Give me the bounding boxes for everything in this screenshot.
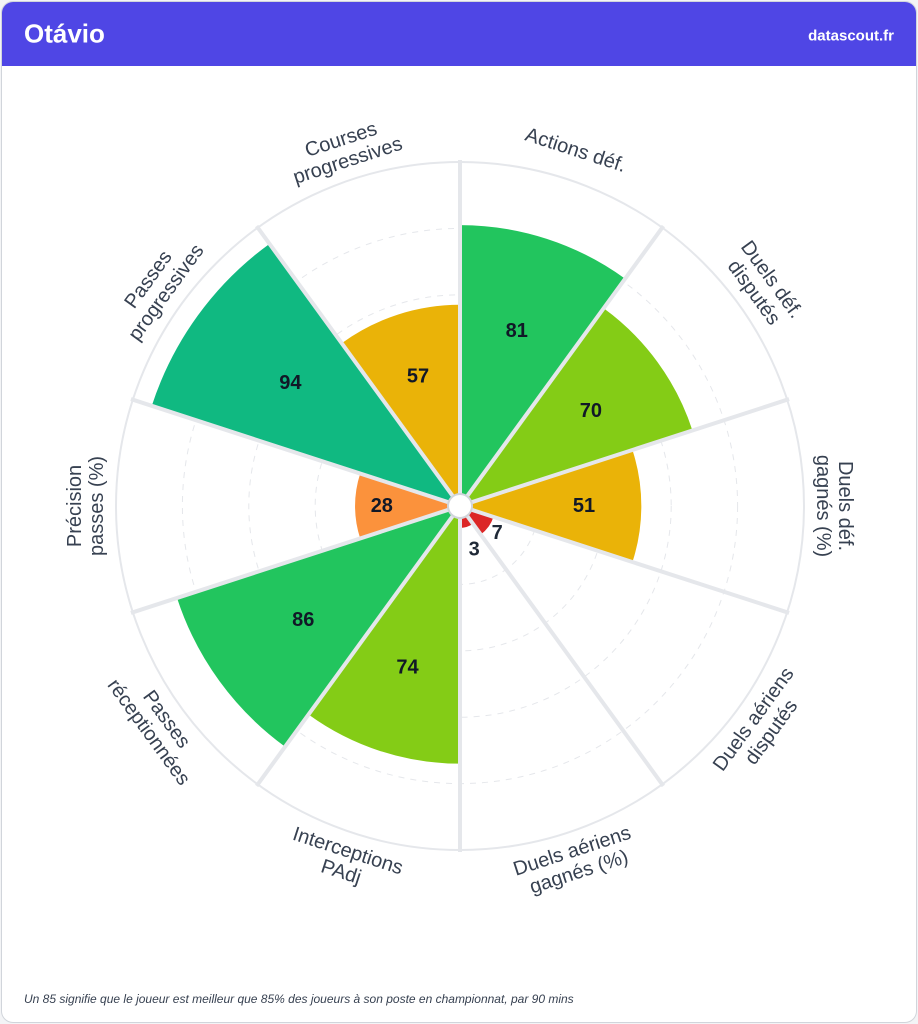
value-label-2: 70 <box>580 400 602 422</box>
value-label-3: 51 <box>573 495 595 517</box>
header-bar: Otávio datascout.fr <box>2 2 916 66</box>
radar-spoke-10 <box>255 224 455 498</box>
value-label-8: 28 <box>371 495 393 517</box>
radar-bar-3 <box>471 449 642 563</box>
value-label-5: 3 <box>469 539 480 561</box>
value-label-4: 7 <box>492 522 503 544</box>
footnote: Un 85 signifie que le joueur est meilleu… <box>24 992 574 1006</box>
radar-bar-7 <box>177 509 453 747</box>
radar-bar-10 <box>341 304 460 497</box>
brand-link[interactable]: datascout.fr <box>808 27 894 45</box>
radar-center-hub <box>447 493 473 519</box>
category-label-1: Actions déf. <box>522 124 628 177</box>
radar-grid-ring-3 <box>248 294 672 718</box>
category-label-8-line-2: passes (%) <box>86 456 108 556</box>
value-label-6: 74 <box>396 656 419 678</box>
player-name: Otávio <box>24 18 105 49</box>
radar-spoke-5 <box>465 514 665 788</box>
category-label-8: Précision passes (%) <box>64 456 108 556</box>
radar-spoke-4 <box>470 507 790 615</box>
radar-bar-9 <box>151 243 453 503</box>
radar-spoke-8 <box>130 507 450 615</box>
value-label-9: 94 <box>279 372 302 394</box>
radar-bar-8 <box>355 473 449 539</box>
category-label-3-line-1: Duels déf. <box>834 461 856 551</box>
radar-bar-1 <box>460 225 626 497</box>
radar-spoke-2 <box>465 224 665 498</box>
radar-spoke-3 <box>470 397 790 505</box>
category-label-3: Duels déf.gagnés (%) <box>812 455 856 557</box>
value-label-1: 81 <box>506 320 528 342</box>
radar-spoke-7 <box>255 514 455 788</box>
value-label-7: 86 <box>292 609 314 631</box>
radar-bar-2 <box>467 308 693 503</box>
category-label-1-line-1: Actions déf. <box>522 124 628 177</box>
radar-bar-6 <box>308 515 460 764</box>
category-label-8-line-1: Précision <box>64 465 86 547</box>
radar-bar-5 <box>460 515 473 528</box>
radar-spoke-9 <box>130 397 450 505</box>
category-label-3-line-2: gagnés (%) <box>812 455 834 557</box>
value-label-10: 57 <box>407 366 429 388</box>
